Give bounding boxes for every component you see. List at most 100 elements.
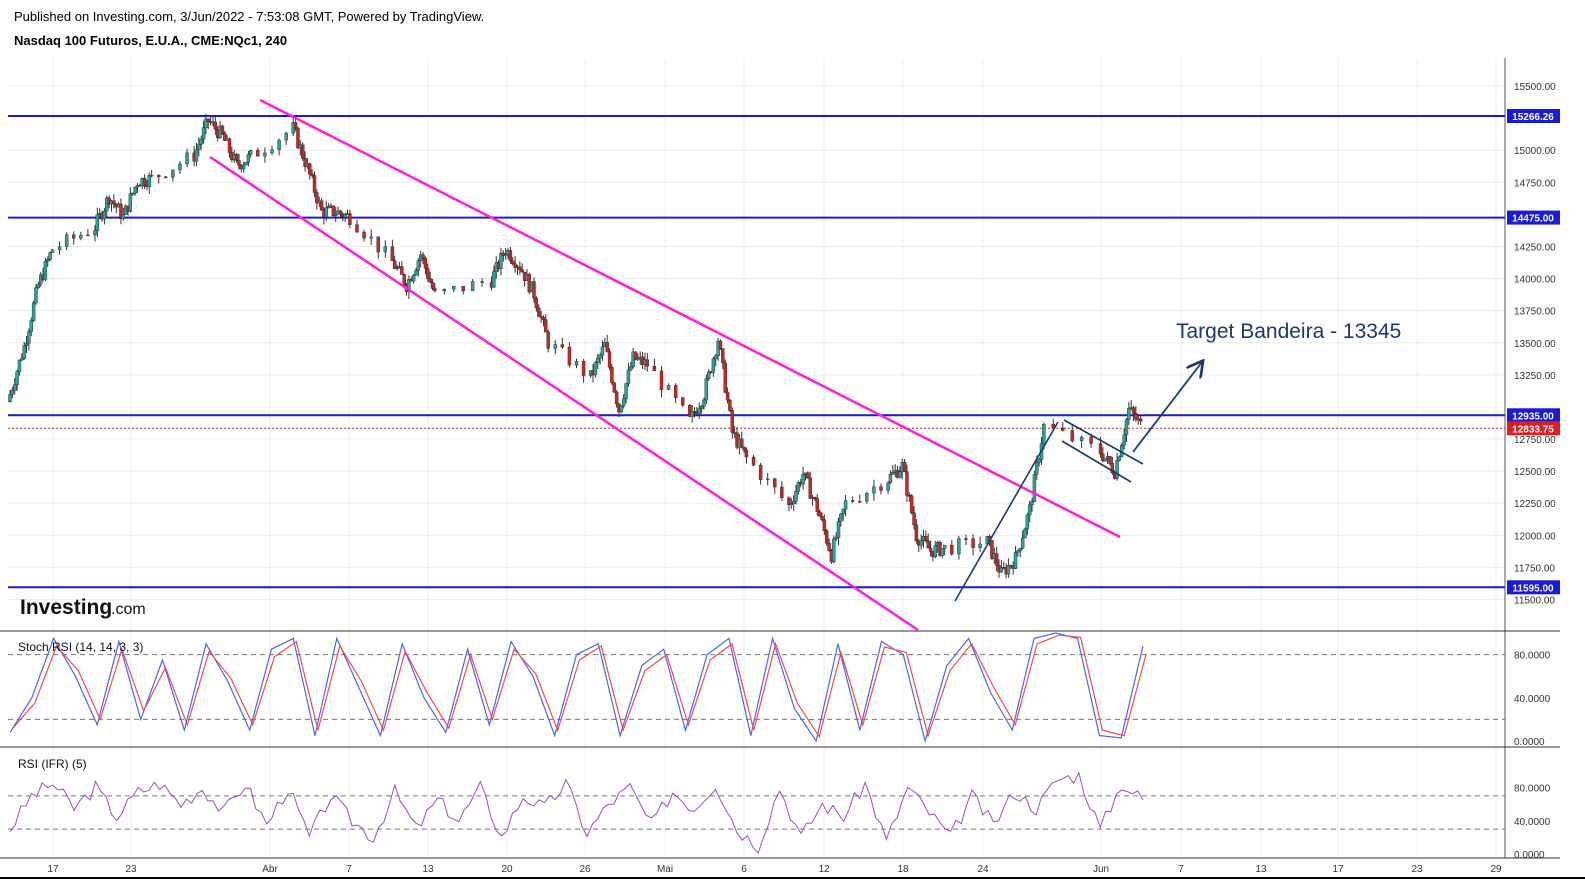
candle-body bbox=[513, 263, 517, 269]
candle-body bbox=[319, 200, 324, 211]
price-tick-label: 12000.00 bbox=[1514, 531, 1556, 542]
candle-body bbox=[912, 512, 916, 526]
candle-body bbox=[841, 508, 845, 515]
candle-body bbox=[1016, 550, 1020, 553]
stoch-rsi-title: Stoch RSI (14, 14, 3, 3) bbox=[18, 640, 143, 654]
candle-body bbox=[789, 503, 793, 505]
time-tick-label: 13 bbox=[422, 864, 434, 875]
candle-body bbox=[744, 449, 749, 458]
price-tick-label: 15500.00 bbox=[1514, 82, 1556, 93]
candle-body bbox=[593, 362, 598, 376]
candle-body bbox=[220, 125, 225, 134]
candle-body bbox=[704, 378, 709, 401]
candle-body bbox=[652, 365, 657, 372]
candle-body bbox=[610, 366, 614, 384]
candle-body bbox=[1103, 458, 1107, 461]
candle-body bbox=[400, 266, 404, 275]
candle-body bbox=[834, 537, 838, 540]
candle-body bbox=[511, 260, 515, 264]
channel-lower-line bbox=[209, 155, 919, 632]
candle-body bbox=[428, 278, 432, 283]
candle-body bbox=[249, 150, 253, 155]
candle-body bbox=[147, 174, 151, 188]
stoch-tick-label: 80.0000 bbox=[1514, 651, 1551, 662]
candle-body bbox=[234, 154, 239, 161]
candle-body bbox=[296, 127, 300, 149]
candle-body bbox=[820, 516, 824, 520]
candle-body bbox=[553, 344, 557, 349]
candle-body bbox=[402, 274, 406, 286]
candle-body bbox=[1122, 434, 1126, 446]
candle-body bbox=[1023, 528, 1027, 539]
candle-body bbox=[164, 176, 168, 178]
price-tick-label: 14750.00 bbox=[1514, 178, 1556, 189]
candle-body bbox=[244, 162, 248, 166]
candle-body bbox=[303, 158, 307, 167]
candle-body bbox=[909, 495, 914, 514]
candle-body bbox=[8, 394, 12, 403]
candle-body bbox=[300, 144, 305, 159]
candle-body bbox=[827, 543, 831, 551]
candle-body bbox=[480, 281, 484, 283]
candle-body bbox=[433, 288, 437, 292]
candle-body bbox=[206, 118, 210, 122]
stoch-k-line bbox=[9, 632, 1144, 744]
candle-body bbox=[666, 385, 671, 390]
candle-body bbox=[843, 500, 848, 510]
candle-body bbox=[645, 359, 650, 367]
candle-body bbox=[518, 266, 522, 270]
candle-body bbox=[692, 411, 697, 413]
level-label: 12935.00 bbox=[1512, 411, 1554, 422]
candle-body bbox=[598, 354, 602, 359]
rsi-tick-label: 40.0000 bbox=[1514, 817, 1551, 828]
candle-body bbox=[36, 284, 41, 288]
candle-body bbox=[461, 285, 465, 292]
candle-body bbox=[612, 382, 616, 393]
candle-body bbox=[34, 287, 38, 304]
candle-body bbox=[596, 358, 600, 363]
candle-body bbox=[614, 391, 619, 405]
candle-body bbox=[891, 472, 895, 475]
candle-body bbox=[194, 149, 199, 162]
candle-body bbox=[924, 536, 928, 542]
candle-body bbox=[520, 269, 524, 273]
candle-body bbox=[50, 249, 55, 253]
candle-body bbox=[730, 410, 734, 433]
price-axis: 15500.00 15000.00 14750.00 14250.00 14000.00… bbox=[1514, 82, 1556, 861]
candle-body bbox=[102, 210, 107, 220]
candle-body bbox=[534, 297, 539, 309]
time-tick-label: 23 bbox=[1411, 864, 1423, 875]
candle-body bbox=[1027, 504, 1032, 516]
candle-body bbox=[839, 513, 843, 522]
candle-body bbox=[355, 224, 359, 233]
time-axis: 17 23 Abr 7 13 20 26 Mai 6 12 18 24 Jun 7 13 17 23 29 bbox=[47, 864, 1502, 875]
time-tick-label: 24 bbox=[977, 864, 989, 875]
candle-body bbox=[787, 497, 791, 505]
candle-body bbox=[822, 519, 827, 531]
logo-main: Investing bbox=[20, 596, 112, 619]
candle-body bbox=[636, 357, 640, 360]
candle-body bbox=[723, 362, 727, 393]
candle-body bbox=[227, 138, 232, 153]
candle-body bbox=[1101, 453, 1105, 461]
candle-body bbox=[1061, 427, 1065, 431]
candle-body bbox=[567, 346, 572, 366]
flag-lower-line bbox=[1061, 440, 1132, 483]
candle-body bbox=[690, 411, 694, 417]
candle-body bbox=[544, 319, 548, 333]
candle-body bbox=[858, 501, 862, 503]
candle-body bbox=[46, 259, 50, 262]
channel-upper-line bbox=[259, 98, 1121, 539]
candle-body bbox=[310, 173, 314, 176]
candle-body bbox=[1032, 474, 1037, 503]
candle-body bbox=[315, 192, 319, 204]
level-label-box bbox=[1507, 210, 1560, 225]
price-tick-label: 11750.00 bbox=[1514, 563, 1555, 574]
candle-body bbox=[633, 351, 638, 360]
candle-body bbox=[714, 355, 718, 360]
price-tick-label: 12250.00 bbox=[1514, 499, 1556, 510]
candle-body bbox=[57, 246, 62, 251]
price-tick-label: 12750.00 bbox=[1514, 435, 1556, 446]
candle-body bbox=[331, 205, 336, 216]
